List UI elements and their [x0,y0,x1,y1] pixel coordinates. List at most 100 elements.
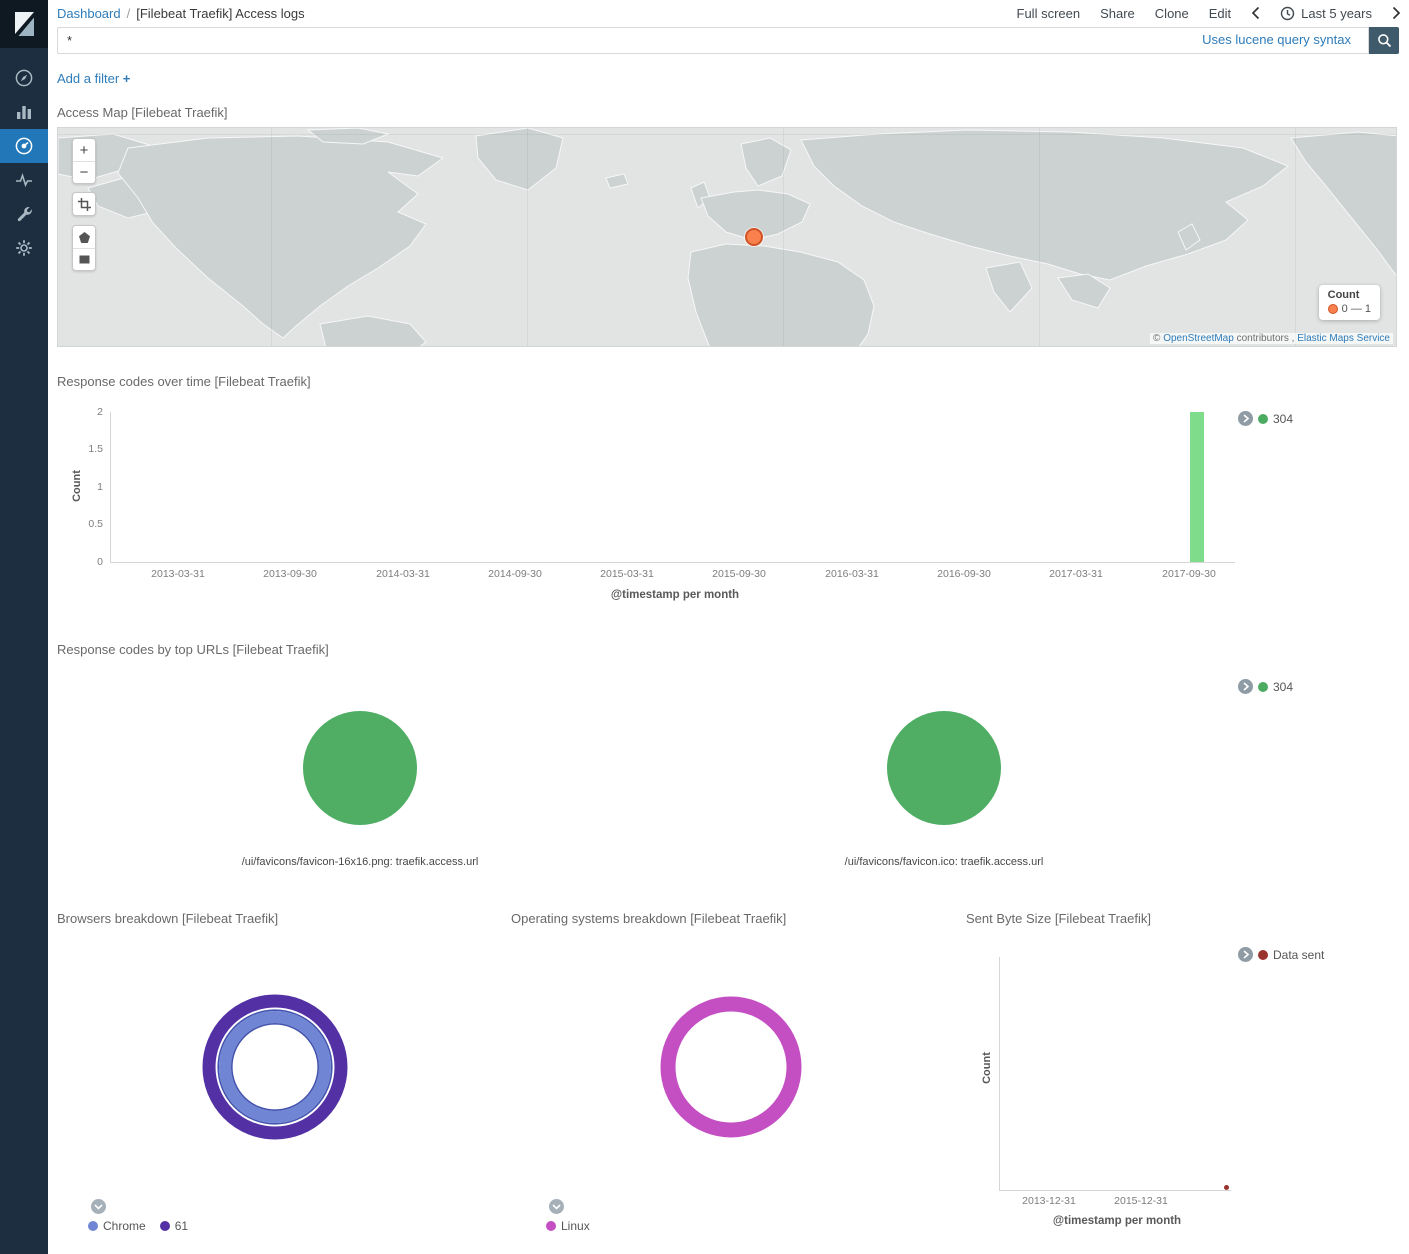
dashboard-icon [15,137,33,155]
legend-dot-304 [1258,682,1268,692]
add-filter-button[interactable]: Add a filter + [57,71,130,86]
donut-ring-61[interactable] [202,994,348,1140]
os-donut-chart[interactable] [646,982,816,1152]
pie-favicon-16x16[interactable] [303,711,417,825]
legend-dot-304 [1258,414,1268,424]
kibana-logo-icon [15,12,34,36]
time-picker[interactable]: Last 5 years [1280,6,1372,21]
nav-dashboard[interactable] [0,129,48,163]
crop-icon [77,197,91,211]
zoom-out-button[interactable]: − [73,161,95,183]
y-tick: 0.5 [88,518,103,530]
response-codes-time-title: Response codes over time [Filebeat Traef… [57,374,311,389]
x-axis-line [999,1190,1231,1191]
compass-icon [15,69,33,87]
legend-expand-button[interactable] [1238,411,1253,426]
time-step-forward-icon[interactable] [1392,6,1401,20]
edit-button[interactable]: Edit [1208,5,1232,21]
share-button[interactable]: Share [1100,5,1135,21]
legend-item-304[interactable]: 304 [1258,680,1293,694]
breadcrumb-current: [Filebeat Traefik] Access logs [136,6,305,21]
donut-ring-chrome[interactable] [219,1011,331,1123]
map-legend: Count 0 — 1 [1318,285,1380,320]
legend-expand-button[interactable] [1238,679,1253,694]
map-tile-gridline [783,128,784,346]
map-tile-gridline [527,128,528,346]
nav-discover[interactable] [0,61,48,95]
dashboard-actions: Full screen Share Clone Edit Last 5 year… [1017,0,1401,26]
legend-item-304[interactable]: 304 [1258,412,1293,426]
gear-icon [16,240,32,256]
search-button[interactable] [1369,27,1399,54]
search-query-input[interactable] [57,27,1369,54]
response-codes-time-chart: 2 1.5 1 0.5 0 Count 2013-03-31 2013-09-3… [57,400,1257,615]
x-axis-title: @timestamp per month [1052,1215,1182,1227]
nav-monitoring[interactable] [0,163,48,197]
legend-label-chrome: Chrome [103,1219,146,1233]
legend-expand-button[interactable] [1238,947,1253,962]
y-tick: 1 [97,481,103,493]
rectangle-icon [79,255,89,264]
kibana-logo[interactable] [0,0,48,48]
donut-ring-linux[interactable] [660,996,802,1138]
bar-304-2017-09-30[interactable] [1190,412,1204,562]
y-axis-title: Count [981,1052,993,1084]
clone-button[interactable]: Clone [1154,5,1189,21]
draw-rectangle-button[interactable] [73,248,95,270]
nav-visualize[interactable] [0,95,48,129]
openstreetmap-link[interactable]: OpenStreetMap [1163,333,1234,344]
nav-devtools[interactable] [0,197,48,231]
time-step-back-icon[interactable] [1251,6,1260,20]
breadcrumb-dashboard-link[interactable]: Dashboard [57,6,121,21]
lucene-syntax-link[interactable]: Uses lucene query syntax [1198,32,1355,47]
full-screen-button[interactable]: Full screen [1016,5,1081,21]
legend-collapse-button[interactable] [549,1199,564,1214]
donut-ring-edge [217,1009,333,1125]
x-tick: 2016-03-31 [825,568,879,580]
x-tick: 2016-09-30 [937,568,991,580]
browsers-donut-chart[interactable] [190,982,360,1152]
x-tick: 2017-03-31 [1049,568,1103,580]
data-sent-point[interactable] [1224,1185,1229,1190]
access-map[interactable]: + − Count 0 — 1 © OpenS [57,127,1397,347]
global-nav [0,0,48,1254]
pie-favicon-ico[interactable] [887,711,1001,825]
draw-polygon-button[interactable] [73,226,95,248]
clock-icon [1280,6,1295,20]
pulse-icon [16,173,32,188]
pie-caption-favicon-16x16: /ui/favicons/favicon-16x16.png: traefik.… [241,856,479,868]
map-tile-gridline [1039,128,1040,346]
legend-item-data-sent[interactable]: Data sent [1258,948,1324,962]
pie-caption-favicon-ico: /ui/favicons/favicon.ico: traefik.access… [844,856,1044,868]
y-axis-line [999,957,1000,1190]
y-tick: 1.5 [88,443,103,455]
x-tick: 2017-09-30 [1162,568,1216,580]
x-tick: 2013-12-31 [1022,1195,1076,1207]
nav-management[interactable] [0,231,48,265]
polygon-icon [78,231,90,243]
attribution-contributors: contributors , [1236,333,1295,344]
legend-item-linux[interactable]: Linux [546,1219,590,1233]
y-axis-line [110,412,111,562]
donut-ring-edge [230,1022,320,1112]
access-map-title: Access Map [Filebeat Traefik] [57,105,228,120]
fit-data-bounds-button[interactable] [73,193,95,215]
legend-item-chrome[interactable]: Chrome [88,1219,146,1233]
map-attribution: © OpenStreetMap contributors , Elastic M… [1150,333,1393,344]
y-tick: 0 [97,556,103,568]
elastic-maps-service-link[interactable]: Elastic Maps Service [1297,333,1390,344]
os-title: Operating systems breakdown [Filebeat Tr… [511,911,787,926]
legend-collapse-button[interactable] [91,1199,106,1214]
x-tick: 2015-03-31 [600,568,654,580]
search-icon [1377,34,1391,48]
x-tick: 2015-09-30 [712,568,766,580]
map-fit-control [72,192,96,216]
add-filter-label: Add a filter [57,71,120,86]
legend-item-61[interactable]: 61 [159,1219,188,1233]
map-legend-title: Count [1327,289,1360,301]
breadcrumb: Dashboard / [Filebeat Traefik] Access logs [57,5,305,23]
map-zoom-controls: + − [72,138,96,184]
y-tick: 2 [97,406,103,418]
legend-label-linux: Linux [561,1219,590,1233]
zoom-in-button[interactable]: + [73,139,95,161]
